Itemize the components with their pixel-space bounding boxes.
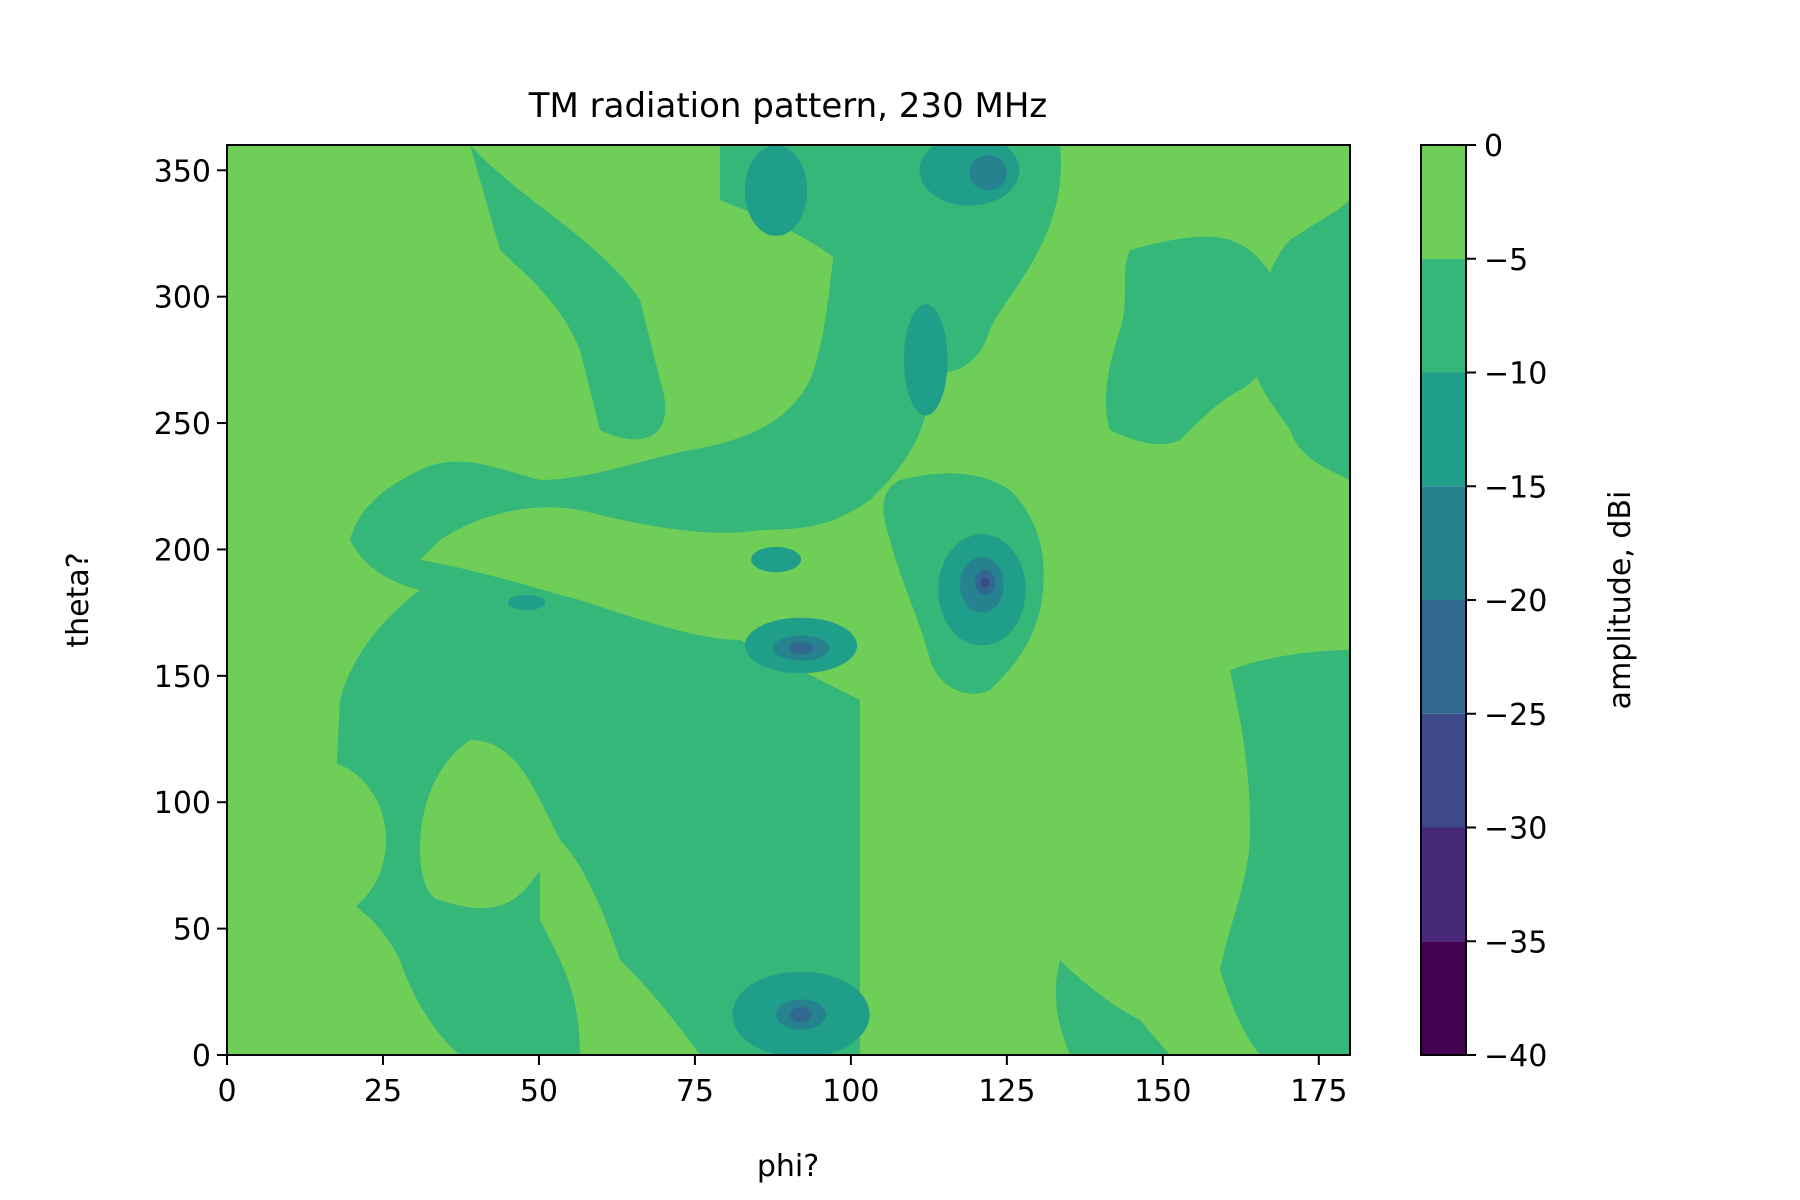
contour-region (227, 984, 358, 1055)
colorbar-segment (1421, 941, 1466, 1055)
x-tick-label: 125 (978, 1074, 1035, 1109)
y-tick-label: 250 (154, 407, 211, 442)
colorbar-tick-label: −10 (1484, 357, 1547, 392)
x-axis: 0 25 50 75 100 125 150 175 (217, 1055, 1347, 1109)
colorbar-tick-label: −40 (1484, 1039, 1547, 1074)
x-tick-label: 0 (217, 1074, 236, 1109)
x-tick-label: 100 (822, 1074, 879, 1109)
colorbar-tick-label: −20 (1484, 584, 1547, 619)
colorbar-tick-label: −25 (1484, 698, 1547, 733)
plot-area (227, 145, 1350, 1055)
y-axis: 0 50 100 150 200 250 300 350 (154, 154, 227, 1074)
y-tick-label: 200 (154, 533, 211, 568)
colorbar-segment (1421, 827, 1466, 942)
contour-band (1220, 650, 1350, 1055)
contour-region (227, 145, 371, 216)
contour-region (751, 546, 801, 573)
contour-region (242, 759, 387, 922)
y-tick-label: 300 (154, 281, 211, 316)
contour-region (416, 244, 512, 400)
contour-region (969, 155, 1007, 191)
x-tick-label: 25 (364, 1074, 402, 1109)
colorbar-segment (1421, 600, 1466, 714)
y-axis-label: theta? (61, 552, 96, 647)
y-tick-label: 350 (154, 154, 211, 189)
contour-band (1055, 960, 1170, 1055)
contour-band (1250, 200, 1350, 480)
contour-region (789, 1006, 813, 1023)
colorbar (1421, 145, 1466, 1055)
y-tick-label: 50 (173, 913, 211, 948)
contour-band (470, 145, 666, 440)
colorbar-segment (1421, 145, 1466, 259)
colorbar-segment (1421, 713, 1466, 828)
y-tick-label: 150 (154, 660, 211, 695)
contour-region (507, 594, 546, 611)
contour-region (788, 641, 814, 655)
plot-frame (226, 144, 1351, 1056)
colorbar-segment (1421, 372, 1466, 487)
contour-band (1105, 236, 1280, 445)
x-tick-label: 150 (1134, 1074, 1191, 1109)
colorbar-tick-label: −15 (1484, 470, 1547, 505)
colorbar-label: amplitude, dBi (1603, 491, 1638, 710)
colorbar-tick-label: −35 (1484, 925, 1547, 960)
chart-title: TM radiation pattern, 230 MHz (528, 86, 1048, 126)
colorbar-tick-label: −5 (1484, 243, 1528, 278)
y-tick-label: 100 (154, 786, 211, 821)
colorbar-tick-label: −30 (1484, 812, 1547, 847)
colorbar-segment (1421, 486, 1466, 600)
x-axis-label: phi? (757, 1149, 819, 1184)
x-tick-label: 50 (520, 1074, 558, 1109)
contour-region (980, 577, 990, 588)
x-tick-label: 175 (1290, 1074, 1347, 1109)
x-tick-label: 75 (676, 1074, 714, 1109)
colorbar-ticks: 0 −5 −10 −15 −20 −25 −30 −35 −40 (1466, 129, 1547, 1074)
contour-region (744, 145, 808, 236)
contour-region (903, 304, 948, 416)
y-tick-label: 0 (192, 1039, 211, 1074)
contour-regions (227, 145, 1026, 1055)
colorbar-tick-label: 0 (1484, 129, 1503, 164)
contour-band (330, 210, 930, 1055)
colorbar-segment (1421, 258, 1466, 373)
